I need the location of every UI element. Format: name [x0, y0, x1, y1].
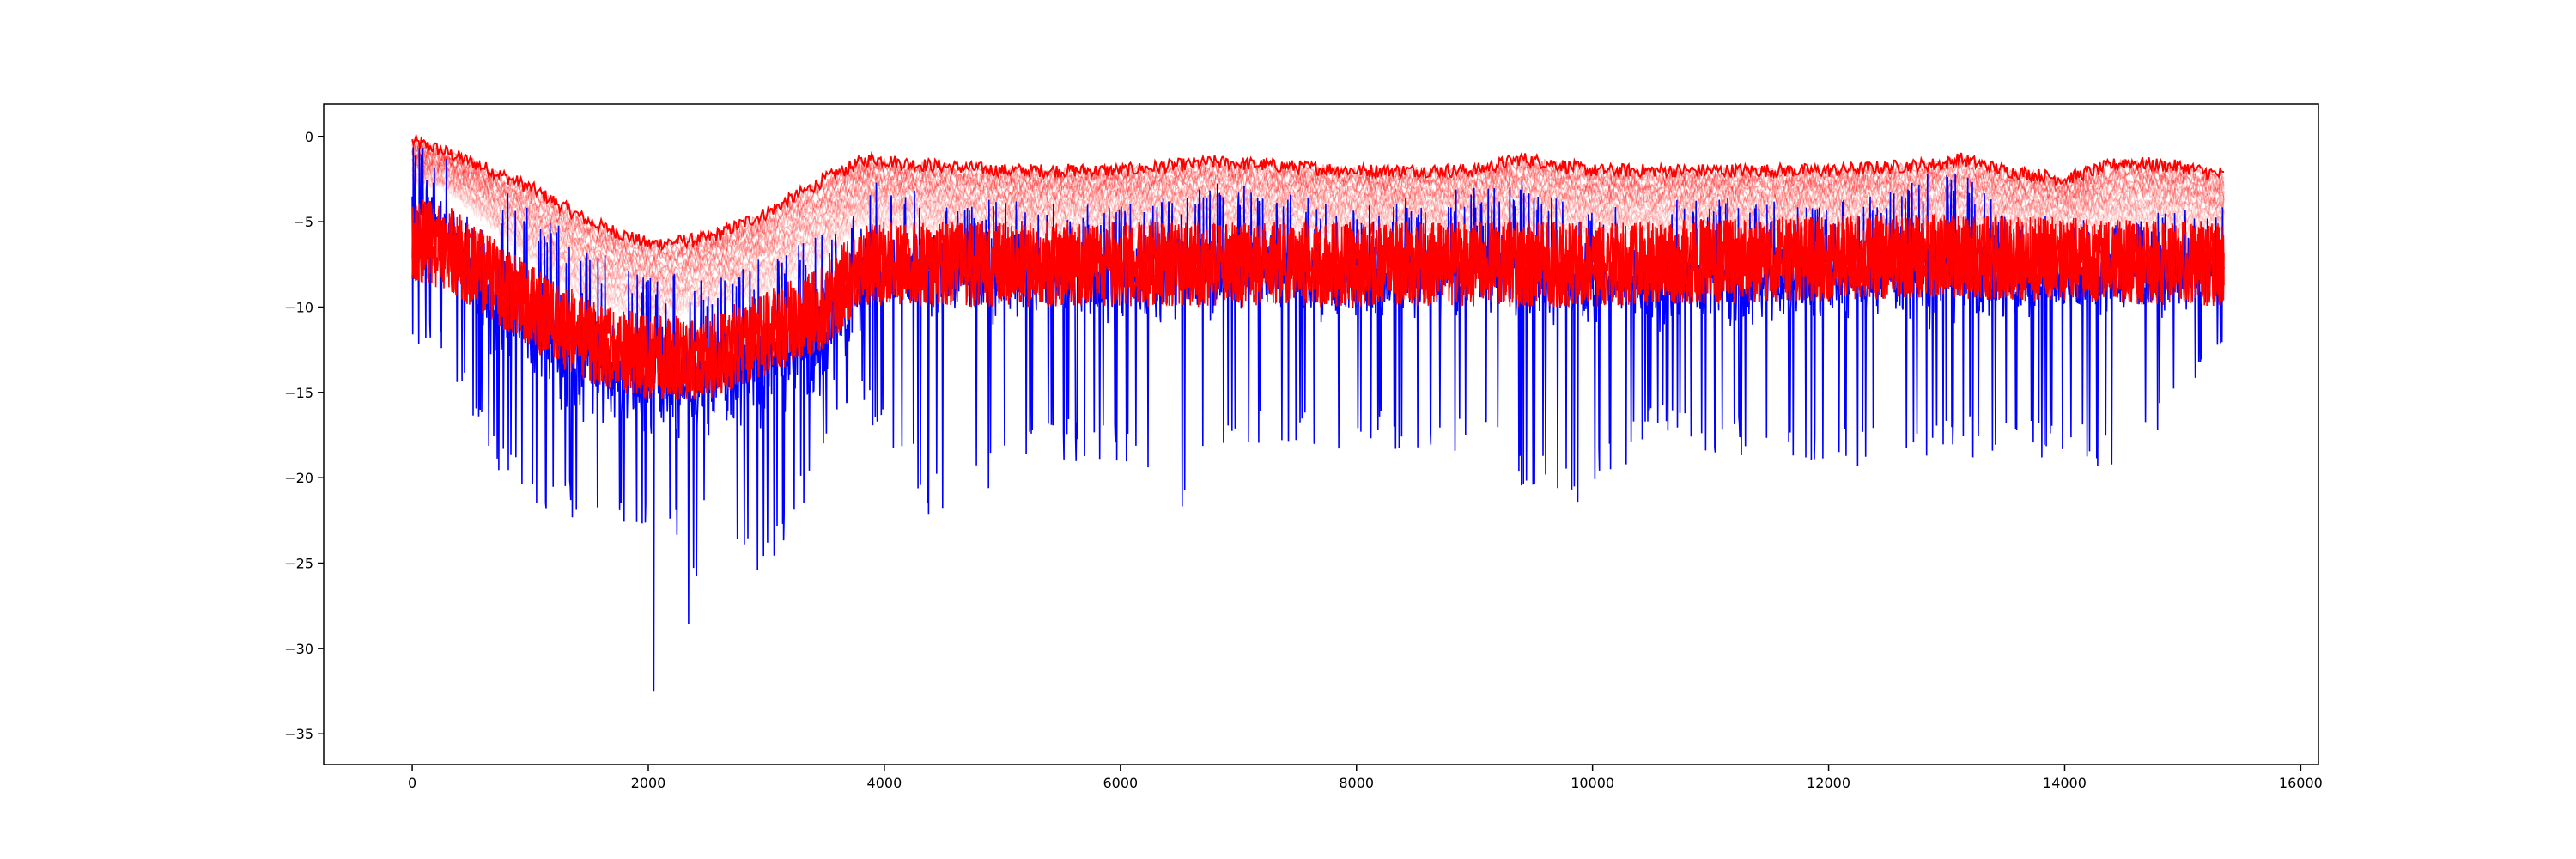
faded-red-trace	[411, 156, 2225, 289]
faded-red-trace	[411, 164, 2225, 308]
y-tick-label: −30	[284, 641, 313, 657]
x-tick-label: 4000	[867, 775, 902, 791]
faded-red-trace	[411, 142, 2225, 258]
y-tick-label: −5	[293, 214, 313, 230]
x-tick-label: 6000	[1103, 775, 1138, 791]
faded-red-trace	[411, 142, 2225, 262]
faded-red-trace	[411, 132, 2225, 252]
y-tick-label: −35	[284, 726, 313, 742]
faded-red-trace	[411, 149, 2225, 275]
faded-red-trace	[411, 158, 2225, 290]
faded-red-trace	[411, 159, 2225, 296]
plot-frame	[323, 103, 2319, 765]
plot-traces	[411, 132, 2225, 692]
faded-red-trace	[411, 172, 2225, 314]
x-tick-label: 10000	[1571, 775, 1614, 791]
faded-red-trace	[411, 145, 2225, 267]
y-tick-label: −20	[284, 470, 313, 486]
x-tick-label: 0	[408, 775, 416, 791]
x-tick-label: 2000	[631, 775, 666, 791]
y-tick-label: 0	[305, 129, 313, 145]
faded-red-trace	[411, 144, 2225, 269]
x-tick-label: 12000	[1807, 775, 1850, 791]
faded-red-trace	[411, 163, 2225, 299]
x-axis: 0 2000 4000 6000 8000 10000 12000 14000 16000	[408, 765, 2323, 791]
faded-red-trace	[411, 149, 2225, 279]
x-tick-label: 14000	[2043, 775, 2087, 791]
red-dense-trace	[411, 201, 2225, 401]
faded-red-trace	[411, 154, 2225, 284]
x-tick-label: 16000	[2279, 775, 2323, 791]
faded-red-trace	[411, 169, 2225, 311]
x-tick-label: 8000	[1339, 775, 1374, 791]
faded-red-trace	[411, 138, 2225, 254]
y-axis: 0 −5 −10 −15 −20 −25 −30 −35	[284, 129, 324, 742]
y-tick-label: −15	[284, 385, 313, 401]
y-tick-label: −10	[284, 299, 313, 315]
y-tick-label: −25	[284, 556, 313, 572]
faded-red-trace	[411, 162, 2225, 306]
faded-red-trace	[411, 150, 2225, 281]
